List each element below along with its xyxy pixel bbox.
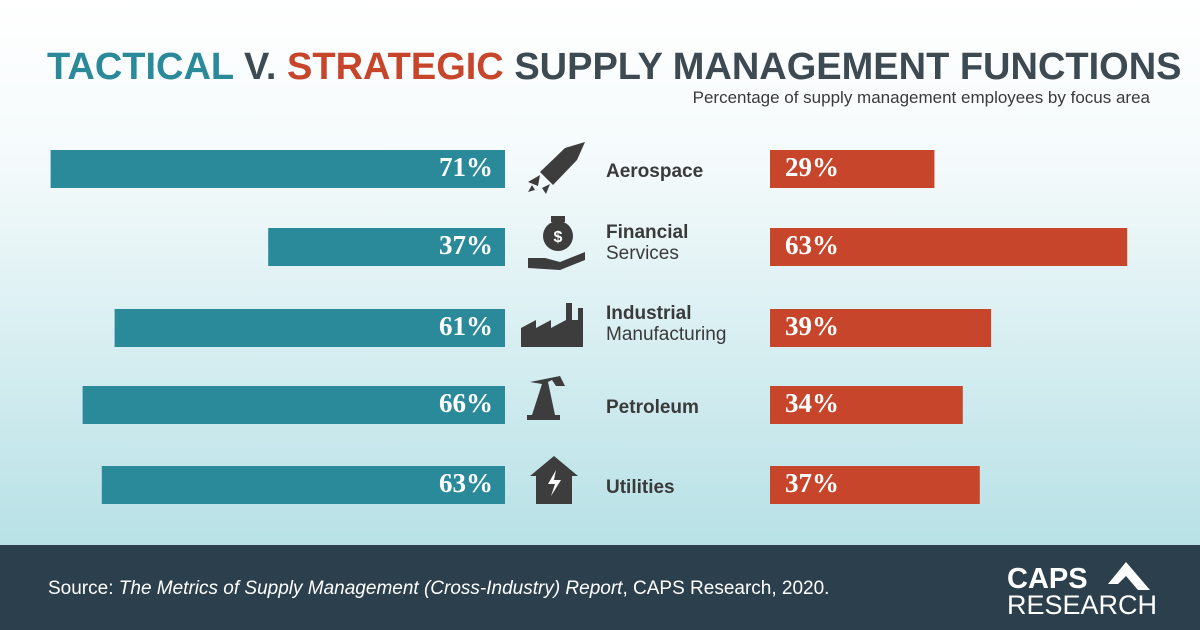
- bar-tactical: [82, 386, 505, 424]
- bar-strategic: [770, 309, 992, 347]
- footer: [0, 545, 1200, 630]
- icons: $: [521, 142, 585, 504]
- svg-text:$: $: [554, 229, 563, 246]
- logo-line1: CAPS: [1007, 563, 1088, 595]
- bar-tactical: [114, 309, 505, 347]
- bar-tactical: [101, 466, 506, 504]
- category-label: Utilities: [606, 477, 675, 498]
- value-label: 63%: [439, 468, 493, 498]
- chart-title: TACTICAL V. STRATEGIC SUPPLY MANAGEMENT …: [47, 46, 1182, 88]
- bar-strategic: [770, 228, 1128, 266]
- logo-line2: RESEARCH: [1007, 590, 1157, 620]
- background: [0, 0, 1200, 545]
- source: Source: The Metrics of Supply Management…: [48, 578, 829, 599]
- rocket-icon: [528, 142, 585, 194]
- source-rest: , CAPS Research, 2020.: [622, 578, 829, 599]
- category-label: Aerospace: [606, 161, 703, 182]
- bar-tactical: [50, 150, 505, 188]
- bar-tactical: [268, 228, 505, 266]
- title-versus: V.: [244, 46, 276, 88]
- value-label: 37%: [439, 230, 493, 260]
- bar-strategic: [770, 150, 935, 188]
- category-label: Financial: [606, 222, 688, 243]
- category-label: Industrial: [606, 303, 692, 324]
- value-label: 37%: [785, 468, 839, 498]
- bar-strategic: [770, 466, 980, 504]
- title-rest: SUPPLY MANAGEMENT FUNCTIONS: [514, 46, 1181, 88]
- logo-mark: [1108, 562, 1150, 590]
- value-label: 71%: [439, 152, 493, 182]
- title-tactical: TACTICAL: [47, 46, 234, 88]
- house-icon: [530, 456, 578, 504]
- category-label: Manufacturing: [606, 324, 726, 345]
- category-label: Services: [606, 243, 679, 264]
- value-label: 34%: [785, 388, 839, 418]
- value-label: 29%: [785, 152, 839, 182]
- pump-icon: [527, 376, 565, 420]
- value-label: 39%: [785, 311, 839, 341]
- source-label: Source:: [48, 578, 113, 599]
- value-label: 63%: [785, 230, 839, 260]
- value-label: 61%: [439, 311, 493, 341]
- title-strategic: STRATEGIC: [287, 46, 504, 88]
- bar-strategic: [770, 386, 963, 424]
- factory-icon: [521, 303, 583, 347]
- source-title: The Metrics of Supply Management (Cross-…: [119, 578, 623, 599]
- value-label: 66%: [439, 388, 493, 418]
- category-label: Petroleum: [606, 397, 699, 418]
- money-icon: $: [528, 216, 585, 270]
- subtitle: Percentage of supply management employee…: [693, 88, 1151, 107]
